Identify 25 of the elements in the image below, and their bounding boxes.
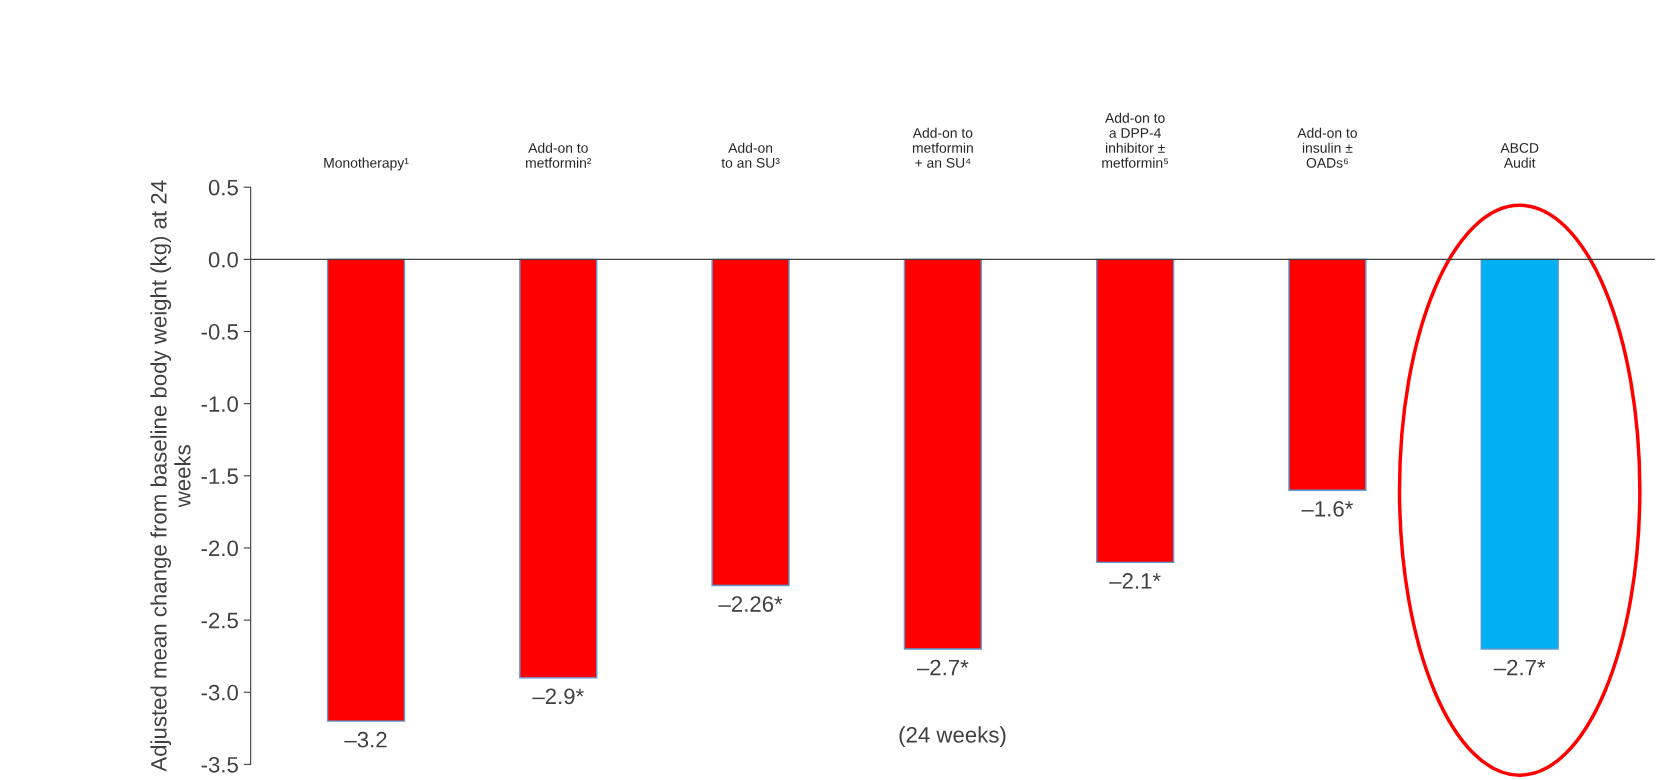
x-tick-label: Monotherapy¹ [324, 157, 409, 171]
y-tick-label: -0.5 [201, 324, 238, 340]
data-label: –1.6* [1301, 500, 1354, 517]
data-label: –3.2 [344, 731, 387, 748]
y-tick-label: -3.0 [201, 684, 238, 701]
x-tick-label: ABCD Audit [1500, 142, 1539, 168]
x-tick-label: Add-on to metformin + an SU⁴ [912, 127, 973, 168]
data-label: –2.7* [1493, 659, 1546, 676]
data-label: –2.1* [1109, 573, 1161, 589]
y-axis-title: Adjusted mean change from baseline body weight (kg) at 24 weeks [150, 180, 191, 772]
data-label: –2.9* [532, 688, 584, 705]
x-tick-label: Add-on to metformin² [526, 142, 592, 168]
data-label: –2.26* [718, 596, 783, 612]
y-tick-label: -1.0 [201, 396, 238, 412]
x-tick-label: Add-on to a DPP-4 inhibitor ± metformin⁵ [1102, 112, 1169, 168]
data-label: –2.7* [916, 659, 969, 676]
y-tick-label: -1.5 [201, 468, 238, 485]
y-tick-label: 0.5 [208, 179, 238, 196]
x-tick-label: Add-on to insulin ± OADs⁶ [1297, 127, 1357, 168]
annotation: (24 weeks) [899, 726, 1006, 748]
x-tick-label: Add-on to an SU³ [721, 142, 780, 168]
y-tick-label: 0.0 [208, 251, 238, 268]
y-tick-label: -2.0 [201, 540, 238, 557]
y-tick-label: -2.5 [201, 612, 238, 629]
y-tick-label: -3.5 [201, 756, 238, 773]
